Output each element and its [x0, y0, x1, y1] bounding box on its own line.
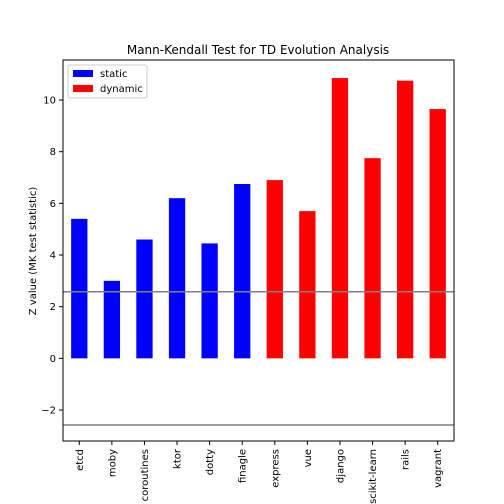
- legend-swatch-static: [73, 70, 93, 77]
- chart-title: Mann-Kendall Test for TD Evolution Analy…: [127, 43, 389, 57]
- x-tick-label-django: django: [335, 449, 346, 483]
- legend-label-dynamic: dynamic: [100, 84, 143, 95]
- legend-label-static: static: [100, 69, 127, 80]
- bar-moby: [103, 280, 121, 359]
- y-tick-label: 10: [43, 96, 56, 107]
- legend: static dynamic: [67, 64, 148, 99]
- x-tick-label-etcd: etcd: [75, 449, 86, 471]
- bar-dotty: [201, 243, 218, 359]
- axes-frame: [62, 59, 455, 442]
- bar-etcd: [71, 218, 88, 359]
- y-tick-label: 0: [50, 354, 56, 365]
- x-tick-label-express: express: [270, 449, 281, 488]
- x-tick-label-scikit-learn: scikit-learn: [368, 449, 379, 504]
- x-tick-label-coroutines: coroutines: [140, 449, 151, 501]
- bar-django: [331, 78, 349, 359]
- bar-vagrant: [429, 109, 446, 359]
- bar-finagle: [234, 183, 251, 359]
- plot-area: etcd moby coroutines ktor dotty finagle expres…: [41, 59, 455, 504]
- y-tick-label: 2: [50, 302, 56, 313]
- x-tick-label-finagle: finagle: [238, 449, 249, 483]
- bar-rails: [396, 80, 414, 359]
- x-tick-label-moby: moby: [107, 449, 118, 477]
- legend-swatch-dynamic: [73, 85, 93, 92]
- x-tick-label-vagrant: vagrant: [433, 449, 444, 488]
- x-tick-label-rails: rails: [401, 449, 412, 470]
- x-tick-label-ktor: ktor: [173, 448, 184, 469]
- y-tick-label: 6: [50, 199, 56, 210]
- y-tick-label: 4: [50, 251, 56, 262]
- y-tick-label: 8: [50, 147, 56, 158]
- bar-express: [266, 180, 283, 359]
- bar-coroutines: [136, 239, 153, 359]
- bar-vue: [299, 211, 316, 359]
- x-tick-label-dotty: dotty: [205, 449, 216, 475]
- y-tick-label: −2: [41, 406, 56, 417]
- bar-ktor: [168, 198, 186, 359]
- y-axis-label: Z value (MK test statistic): [28, 187, 39, 316]
- bar-scikit-learn: [364, 158, 381, 359]
- x-tick-label-vue: vue: [303, 449, 314, 467]
